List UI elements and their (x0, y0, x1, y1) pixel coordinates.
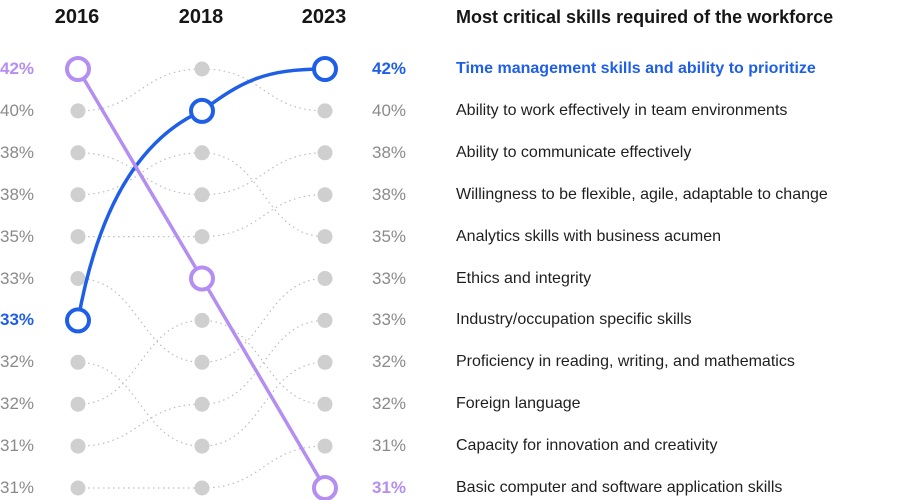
rank-dot-2018-11 (194, 480, 210, 496)
right-rank-value-10: 31% (372, 436, 407, 456)
skill-label-2: Ability to work effectively in team envi… (456, 101, 788, 119)
right-rank-value-11: 31% (372, 478, 407, 497)
rank-dot-2016-2 (70, 103, 86, 119)
right-rank-value-8: 32% (372, 352, 407, 372)
skill-label-10: Capacity for innovation and creativity (456, 437, 718, 455)
right-rank-value-4: 38% (372, 184, 407, 204)
rank-dot-2023-6 (317, 271, 333, 286)
right-rank-value-2: 40% (372, 100, 407, 120)
rank-dot-2023-7 (317, 312, 333, 328)
rank-dot-2018-5 (194, 229, 210, 245)
year-label-2023: 2023 (301, 6, 347, 28)
rank-dot-2023-3 (317, 145, 333, 161)
left-rank-value-3: 38% (0, 142, 35, 162)
highlight-point-purple-2018 (189, 265, 215, 292)
rank-dot-2023-9 (317, 396, 333, 412)
rank-dot-2018-3 (194, 145, 210, 161)
rank-dot-2018-9 (194, 396, 210, 412)
skill-label-1: Time management skills and ability to pr… (456, 60, 816, 77)
left-rank-value-10: 31% (0, 436, 35, 456)
left-rank-value-2: 40% (0, 100, 35, 120)
rank-dot-2016-8 (70, 354, 86, 370)
skill-label-5: Analytics skills with business acumen (456, 227, 721, 245)
right-rank-value-6: 33% (372, 268, 407, 288)
right-rank-value-5: 35% (372, 226, 407, 246)
rank-dot-2016-9 (70, 396, 86, 412)
left-rank-value-9: 32% (0, 394, 35, 414)
rank-dot-2018-4 (194, 187, 210, 203)
rank-dot-2016-6 (70, 271, 86, 286)
skill-label-9: Foreign language (456, 395, 581, 413)
left-rank-value-4: 38% (0, 184, 35, 204)
left-rank-value-6: 33% (0, 268, 35, 288)
bump-chart (65, 56, 338, 500)
chart-title: Most critical skills required of the wor… (456, 7, 834, 27)
year-label-2016: 2016 (54, 6, 100, 28)
rank-dot-2023-2 (317, 103, 333, 119)
skill-label-8: Proficiency in reading, writing, and mat… (456, 353, 795, 371)
rank-dot-2018-8 (194, 354, 210, 370)
year-label-2018: 2018 (178, 6, 224, 28)
highlight-point-blue-2023 (312, 56, 338, 82)
highlight-point-purple-2023 (312, 475, 338, 500)
highlight-line-blue (76, 67, 327, 323)
rank-dot-2023-10 (317, 438, 333, 454)
skill-label-3: Ability to communicate effectively (456, 143, 692, 161)
rank-dot-2023-5 (317, 229, 333, 245)
highlight-point-blue-2018 (189, 97, 215, 124)
skill-label-4: Willingness to be flexible, agile, adapt… (456, 185, 828, 203)
rank-dot-2016-10 (70, 438, 86, 454)
rank-dot-2016-11 (70, 480, 86, 496)
skill-label-7: Industry/occupation specific skills (456, 311, 692, 329)
left-rank-value-1: 42% (0, 59, 35, 78)
rank-dot-2016-3 (70, 145, 86, 161)
rank-dot-2023-4 (317, 187, 333, 203)
rank-dot-2016-4 (70, 187, 86, 203)
right-rank-value-9: 32% (372, 394, 407, 414)
rank-dot-2018-7 (194, 312, 210, 328)
left-rank-value-5: 35% (0, 226, 35, 246)
left-rank-value-11: 31% (0, 478, 35, 497)
highlight-point-purple-2016 (65, 56, 91, 82)
skill-label-6: Ethics and integrity (456, 269, 592, 287)
skill-label-11: Basic computer and software application … (456, 479, 783, 496)
left-rank-value-7: 33% (0, 310, 35, 330)
rank-dot-2018-1 (194, 61, 210, 77)
rank-dot-2016-5 (70, 229, 86, 245)
highlight-point-blue-2016 (65, 307, 91, 334)
rank-dot-2018-10 (194, 438, 210, 454)
left-rank-value-8: 32% (0, 352, 35, 372)
right-rank-value-1: 42% (372, 59, 407, 78)
right-rank-value-3: 38% (372, 142, 407, 162)
rank-dot-2023-8 (317, 354, 333, 370)
right-rank-value-7: 33% (372, 310, 407, 330)
